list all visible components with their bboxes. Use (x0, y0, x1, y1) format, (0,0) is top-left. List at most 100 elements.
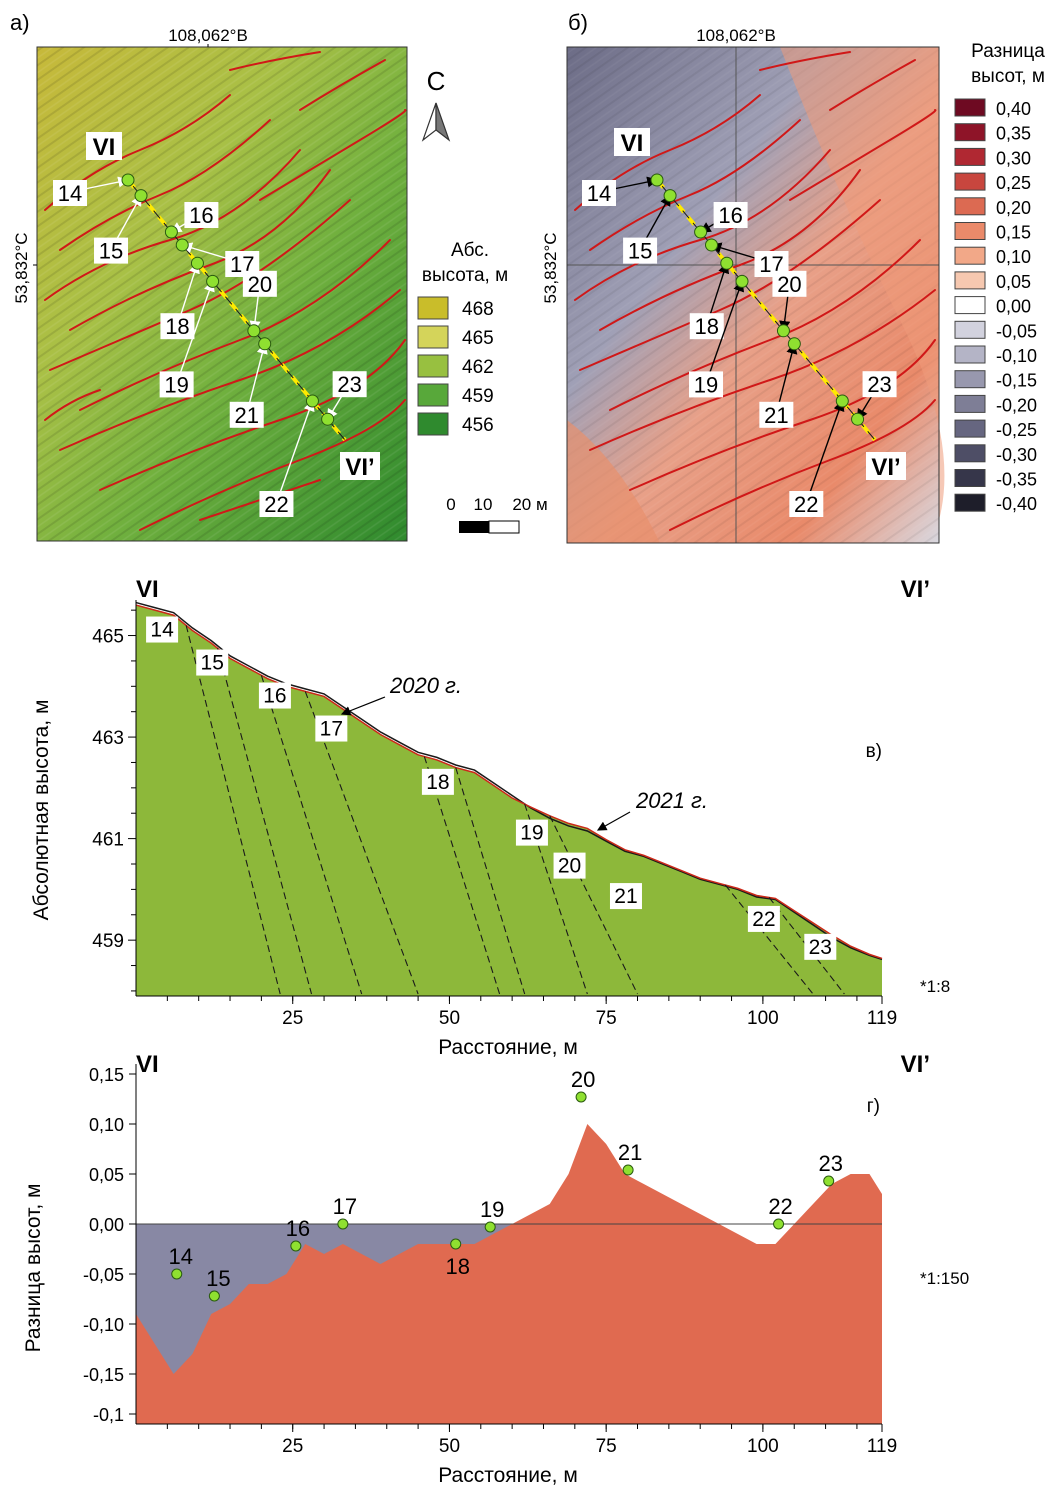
panel-a-latitude-label: 53,832°С (12, 232, 31, 303)
profile-d-scale: *1:150 (920, 1269, 969, 1288)
legend-b: 0,40 0,35 0,30 0,25 0,20 0,15 0,10 0,05 0,00 -0,0… (954, 98, 1037, 514)
profile-c-ylabel: Абсолютная высота, м (30, 700, 53, 921)
legend-a-title-2: высота, м (422, 265, 508, 286)
legend-a-swatch-456 (417, 412, 449, 436)
legend-b-swatch-0,20 (954, 197, 986, 216)
point-label-bg-19 (689, 371, 724, 398)
point-marker-16 (694, 225, 708, 239)
point-label-bg-16 (184, 202, 219, 228)
profile-c-label-15: 15 (201, 652, 224, 675)
legend-a-swatch-462 (417, 354, 449, 378)
profile-c-label-bg-22 (747, 905, 780, 932)
profile-c-label-17: 17 (320, 718, 343, 741)
profile-d-ylabel-7: -0,1 (93, 1405, 124, 1425)
profile-d-ylabel: Разница высот, м (22, 1184, 45, 1353)
point-arrow-22 (275, 399, 315, 504)
profile-c-start: VI (136, 576, 159, 603)
panel-b-label: б) (568, 10, 588, 35)
profile-d-xlabel-25: 25 (282, 1436, 303, 1457)
profile-d-plot: 14 15 16 17 18 19 20 21 22 23 0,15 0,10 0,05 0,00 -0,0… (83, 1064, 897, 1457)
profile-c-xlabel: Расстояние, м (438, 1036, 578, 1059)
point-marker-16 (164, 225, 178, 239)
point-label-bg-22 (789, 491, 824, 517)
legend-b-value--0,40: -0,40 (996, 494, 1037, 514)
profile-c-ylabel-463: 463 (92, 728, 124, 749)
difference-point-label-18: 18 (445, 1254, 469, 1279)
legend-b-value-0,35: 0,35 (996, 124, 1031, 144)
panel-b-longitude-label: 108,062°В (696, 26, 776, 45)
panel-b-latitude-label: 53,832°С (541, 232, 560, 303)
profile-d-xlabel: Расстояние, м (438, 1464, 578, 1487)
point-label-20: 20 (777, 272, 801, 297)
legend-b-swatch--0,40 (954, 493, 986, 512)
point-label-bg-18 (160, 313, 195, 340)
point-label-16: 16 (718, 203, 742, 228)
scale-0: 0 (446, 495, 455, 514)
legend-b-value-0,00: 0,00 (996, 297, 1031, 317)
point-label-bg-19 (159, 371, 194, 398)
point-marker-22 (835, 394, 849, 408)
profile-c-label-14: 14 (150, 619, 174, 642)
legend-b-value--0,20: -0,20 (996, 395, 1037, 415)
panel-a-elevation-map: а) 108,062°В 53,832°С 141516171819202122… (10, 10, 548, 542)
profile-d-xlabel-50: 50 (439, 1436, 460, 1457)
legend-b-swatch-0,40 (954, 98, 986, 117)
point-marker-18 (190, 256, 204, 270)
profile-c-xlabel-119: 119 (867, 1008, 897, 1029)
point-label-20: 20 (248, 272, 272, 297)
point-arrow-19 (175, 280, 215, 384)
legend-a-value-459: 459 (462, 386, 494, 407)
difference-point-17 (337, 1218, 349, 1230)
profile-end-label: VI’ (340, 452, 380, 481)
point-marker-19 (735, 274, 749, 288)
legend-b-swatch--0,20 (954, 394, 986, 413)
legend-b-swatch--0,25 (954, 419, 986, 438)
difference-point-16 (290, 1240, 302, 1252)
point-marker-19 (206, 274, 220, 288)
profile-c-panel-label: в) (866, 741, 882, 762)
difference-point-15 (208, 1290, 220, 1302)
profile-end-text: VI’ (345, 454, 374, 481)
north-label: С (427, 66, 446, 96)
legend-a-value-468: 468 (462, 299, 494, 320)
annotation-2020-text: 2020 г. (389, 673, 462, 698)
difference-point-label-23: 23 (818, 1151, 842, 1176)
profile-line-2021 (135, 604, 883, 960)
crack-dashed-4 (423, 756, 501, 995)
point-label-bg-15 (623, 237, 658, 264)
panel-c-elevation-profile: VI VI’ Абсолютная высота, м Расстояние, … (30, 576, 950, 1059)
profile-d-xlabel-75: 75 (596, 1436, 617, 1457)
point-marker-21 (258, 337, 272, 351)
profile-c-scale: *1:8 (920, 977, 950, 996)
legend-b-swatch--0,10 (954, 345, 986, 364)
difference-point-label-16: 16 (286, 1216, 310, 1241)
profile-d-xlabel-100: 100 (747, 1436, 779, 1457)
profile-c-ylabel-459: 459 (92, 931, 124, 952)
crack-dashed-3 (304, 691, 419, 995)
profile-c-label-bg-14 (146, 616, 179, 643)
scale-20: 20 м (512, 495, 547, 514)
profile-start-label: VI (86, 132, 122, 161)
legend-a-value-462: 462 (462, 357, 494, 378)
point-arrow-22 (805, 399, 845, 504)
legend-b-value-0,20: 0,20 (996, 198, 1031, 218)
profile-c-label-21: 21 (614, 885, 637, 908)
point-label-22: 22 (264, 492, 288, 517)
annotation-2020: 2020 г. (340, 673, 462, 716)
point-label-18: 18 (165, 314, 189, 339)
profile-c-xlabel-75: 75 (596, 1008, 617, 1029)
difference-area (136, 1124, 882, 1424)
point-label-bg-18 (689, 313, 724, 340)
point-marker-15 (663, 189, 677, 203)
legend-a-swatch-459 (417, 383, 449, 407)
panel-b-difference-map: б) 108,062°В 53,832°С 141516171819202122… (541, 10, 1045, 544)
profile-c-label-bg-23 (804, 933, 837, 960)
point-label-21: 21 (764, 403, 788, 428)
profile-c-label-18: 18 (426, 771, 449, 794)
point-marker-14 (121, 173, 135, 187)
difference-point-14 (171, 1268, 183, 1280)
point-label-22: 22 (794, 492, 818, 517)
profile-c-xlabel-25: 25 (282, 1008, 303, 1029)
legend-b-swatch-0,25 (954, 172, 986, 191)
